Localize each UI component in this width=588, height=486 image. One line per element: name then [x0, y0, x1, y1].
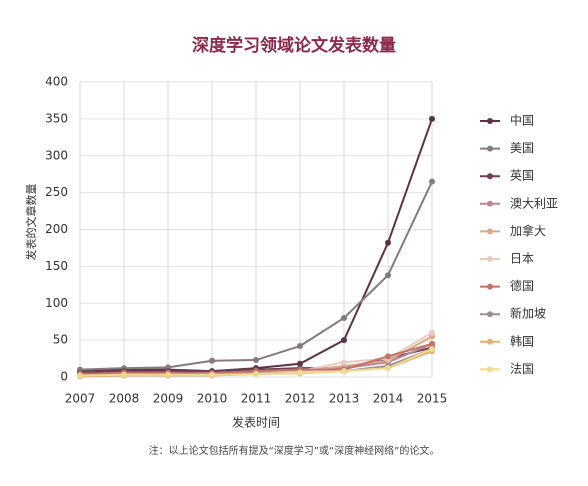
legend-swatch	[487, 173, 493, 180]
legend-label: 韩国	[510, 333, 534, 348]
legend-swatch	[487, 228, 493, 235]
chart-title: 深度学习领域论文发表数量	[192, 35, 396, 56]
x-tick-label: 2010	[197, 392, 228, 406]
data-point	[341, 315, 347, 321]
y-axis-label: 发表的文章数量	[24, 184, 38, 261]
data-point	[341, 337, 347, 344]
y-tick-label: 100	[45, 296, 68, 310]
x-tick-label: 2013	[329, 392, 360, 406]
legend-label: 英国	[510, 169, 534, 183]
data-point	[429, 345, 435, 352]
x-tick-label: 2009	[153, 392, 184, 406]
data-point	[341, 368, 347, 375]
data-point	[253, 357, 259, 364]
x-tick-label: 2014	[373, 392, 404, 406]
y-tick-label: 0	[60, 370, 68, 384]
y-tick-label: 200	[45, 222, 68, 236]
data-point	[429, 340, 435, 347]
x-tick-label: 2008	[109, 392, 140, 406]
legend-swatch	[487, 311, 493, 318]
data-point	[429, 329, 435, 336]
legend-label: 日本	[510, 252, 534, 266]
data-point	[429, 115, 435, 122]
data-point	[209, 357, 215, 364]
legend-label: 德国	[510, 278, 534, 293]
legend-swatch	[487, 200, 493, 207]
x-tick-label: 2011	[241, 392, 272, 406]
data-point	[165, 371, 171, 378]
data-point	[385, 365, 391, 372]
data-point	[253, 371, 259, 378]
data-point	[341, 359, 347, 366]
x-axis-label: 发表时间	[232, 415, 280, 430]
x-tick-label: 2012	[285, 392, 316, 406]
legend-label: 法国	[510, 362, 534, 376]
data-point	[385, 239, 391, 246]
data-point	[209, 371, 215, 378]
data-point	[297, 360, 303, 367]
data-point	[429, 178, 435, 185]
legend-swatch	[487, 366, 493, 373]
y-tick-label: 350	[45, 111, 68, 125]
legend-swatch	[487, 145, 493, 152]
legend-label: 加拿大	[510, 223, 546, 238]
data-point	[385, 272, 391, 279]
data-point	[385, 353, 391, 360]
legend-label: 澳大利亚	[510, 196, 558, 210]
data-point	[121, 371, 127, 378]
y-tick-label: 50	[53, 333, 68, 347]
data-point	[77, 372, 83, 379]
legend-label: 新加坡	[510, 306, 546, 321]
legend-swatch	[487, 118, 493, 124]
legend-swatch	[487, 256, 493, 262]
data-point	[297, 369, 303, 376]
legend-label: 中国	[510, 113, 534, 128]
legend-swatch	[487, 338, 493, 345]
x-tick-label: 2015	[417, 392, 448, 406]
data-point	[297, 343, 303, 350]
legend-swatch	[487, 283, 493, 290]
legend-label: 美国	[510, 141, 534, 155]
y-tick-label: 150	[45, 259, 68, 273]
y-tick-label: 400	[45, 75, 68, 89]
x-tick-label: 2007	[65, 392, 96, 406]
y-tick-label: 250	[45, 185, 68, 199]
note: 注：以上论文包括所有提及“深度学习”或“深度神经网络”的论文。	[149, 444, 440, 457]
y-tick-label: 300	[45, 148, 68, 162]
